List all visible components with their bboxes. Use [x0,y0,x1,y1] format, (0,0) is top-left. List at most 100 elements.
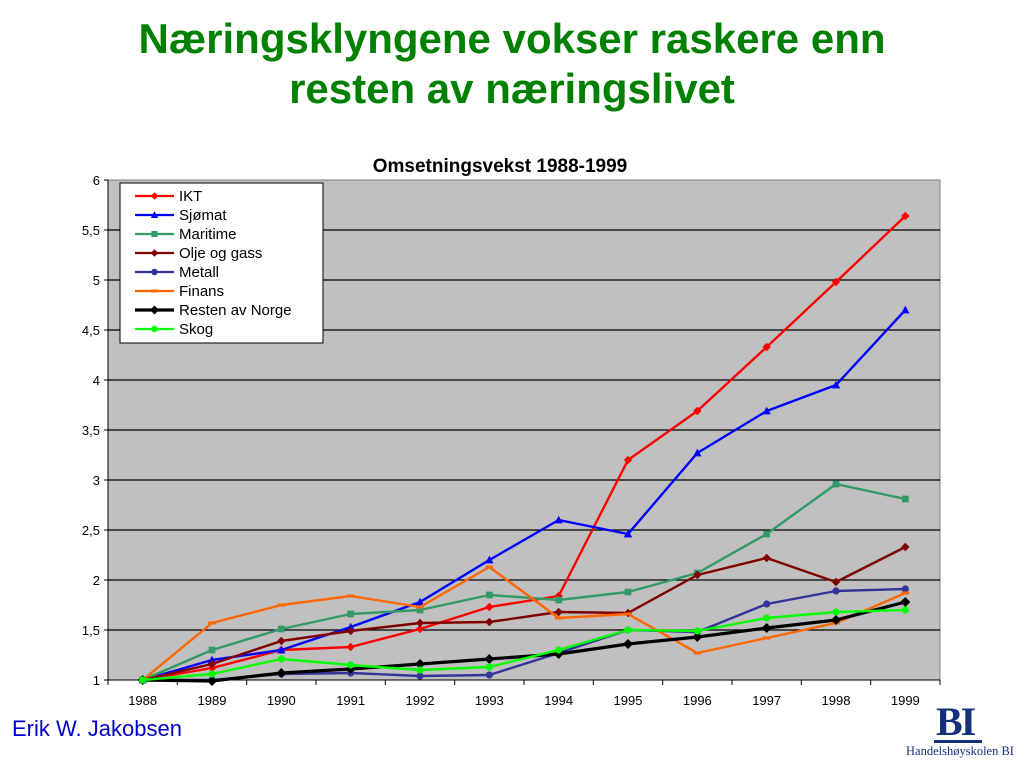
series-line [142,482,906,682]
legend-marker [150,305,159,315]
data-point [347,610,355,618]
data-point [554,607,563,617]
y-tick-label: 2 [93,573,100,588]
data-point [900,597,911,607]
legend-marker [150,249,159,257]
data-point [693,651,702,655]
bi-logo-bar [934,740,982,743]
x-tick-label: 1992 [406,693,435,708]
data-point [415,659,425,669]
data-point [623,529,633,538]
series-1 [138,305,910,684]
x-tick-label: 1993 [475,693,504,708]
data-point [416,606,424,614]
data-point [832,587,840,595]
data-point [208,670,216,678]
data-point [901,495,909,503]
legend-item: Resten av Norge [135,302,292,319]
data-point [693,406,702,416]
y-axis-ticks: 1 1,5 2 2,5 3 3,5 4 4,5 5 5,5 6 [82,173,109,688]
legend-marker [151,325,158,333]
data-point [485,591,493,599]
x-tick-label: 1998 [822,693,851,708]
data-point [346,622,355,631]
legend-label: Resten av Norge [179,302,292,319]
data-point [346,642,355,652]
data-point [415,597,425,606]
series-3 [138,542,910,685]
data-point [693,448,702,457]
x-axis-ticks: 1988 1989 1990 1991 1992 1993 1994 1995 1996 1997… [107,679,941,708]
legend-item: Maritime [135,226,237,243]
y-tick-label: 3 [93,473,100,488]
data-point [485,617,494,627]
series-7 [139,606,909,684]
x-tick-label: 1999 [891,693,920,708]
data-point [555,646,563,654]
data-point [901,585,909,593]
legend-marker [150,192,159,200]
data-point [763,530,771,538]
x-tick-label: 1996 [683,693,712,708]
data-point [484,654,495,664]
y-tick-label: 3,5 [82,423,100,438]
y-tick-label: 2,5 [82,523,100,538]
legend-item: Metall [135,264,219,281]
data-point [624,612,632,616]
data-point [208,621,216,625]
data-point [763,600,771,608]
data-point [901,542,910,552]
data-point [416,672,424,680]
data-point [415,618,425,628]
data-point [277,603,286,607]
y-tick-label: 5,5 [82,223,100,238]
x-tick-label: 1990 [267,693,296,708]
data-point [277,655,285,663]
series-line [142,600,906,683]
data-point [761,623,772,633]
x-tick-label: 1997 [752,693,781,708]
data-point [901,211,910,221]
bi-logo-mark: BI [936,699,976,744]
series-line [142,215,907,682]
data-point [207,655,217,664]
y-tick-label: 1,5 [82,623,100,638]
data-point [623,639,633,649]
data-point [692,632,703,642]
data-point [624,626,632,634]
data-point [763,614,771,622]
data-point [207,659,217,669]
slide-title-line-2: resten av næringslivet [289,65,735,112]
data-point [207,676,217,686]
legend: IKT Sjømat Maritime Olje og gass Metall Finan… [119,182,324,344]
legend-label: Finans [179,283,224,300]
data-point [554,515,563,524]
x-tick-label: 1991 [336,693,365,708]
data-point [485,555,494,564]
data-point [831,577,841,587]
legend-box [119,182,324,344]
data-point [762,406,771,415]
y-tick-label: 4,5 [82,323,100,338]
author-name: Erik W. Jakobsen [12,716,182,741]
data-point [831,380,841,389]
data-point [346,594,355,598]
data-point [208,646,216,654]
legend-label: Sjømat [179,207,227,224]
data-point [762,553,771,563]
data-point [485,602,494,612]
data-point [555,596,563,604]
legend-item: Finans [135,283,224,300]
series-line [142,608,906,682]
legend-label: Olje og gass [179,245,262,262]
series-line [142,545,906,682]
data-point [416,666,424,674]
slide-title-line-1: Næringsklyngene vokser raskere enn [138,15,886,62]
legend-label: Skog [179,321,213,338]
data-point [415,624,425,634]
legend-marker [150,211,159,219]
x-tick-label: 1989 [198,693,227,708]
legend-marker [151,230,158,238]
data-point [416,605,424,609]
y-tick-label: 1 [93,673,100,688]
